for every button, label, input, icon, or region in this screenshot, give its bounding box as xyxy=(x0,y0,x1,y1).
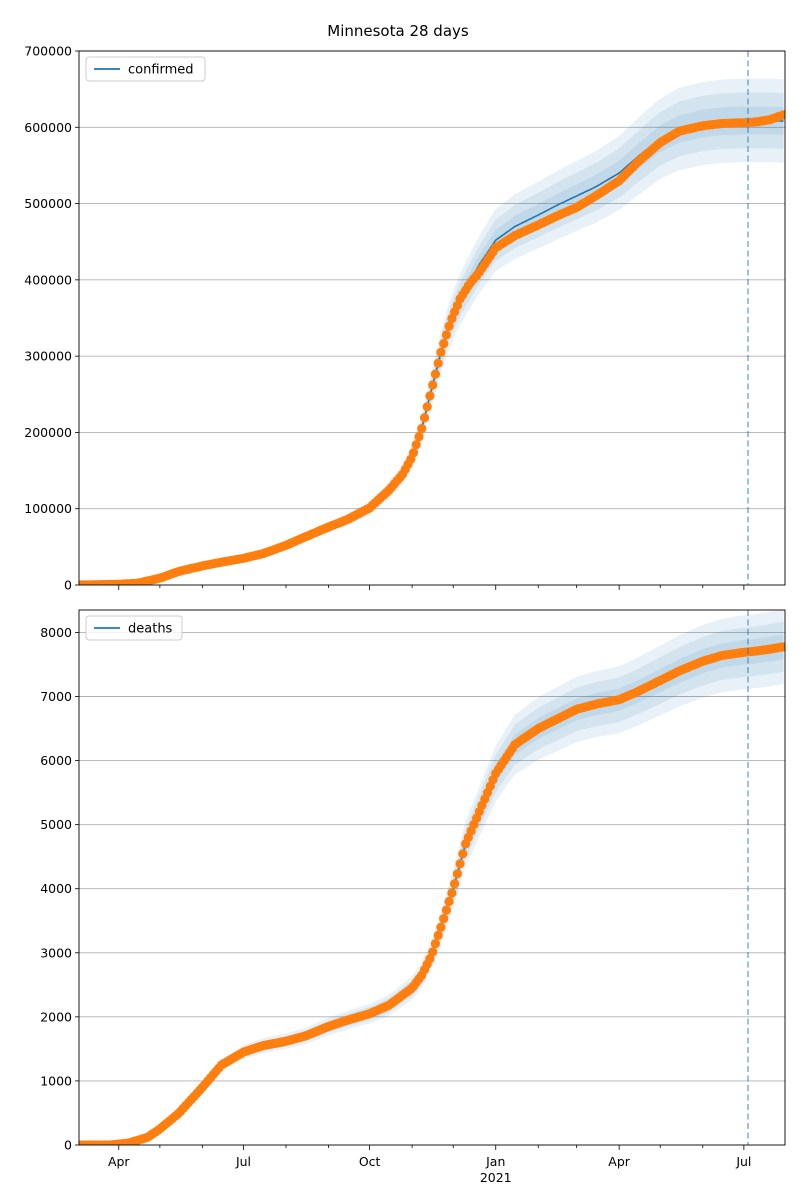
x-tick-label: Oct xyxy=(359,1154,381,1169)
x-tick-label: Apr xyxy=(608,1154,630,1169)
y-tick-label: 0 xyxy=(64,578,72,593)
observed-point xyxy=(417,424,427,434)
uncertainty-band-3 xyxy=(79,106,784,585)
model-line xyxy=(79,119,784,585)
observed-point xyxy=(439,339,449,349)
observed-point xyxy=(441,330,451,340)
y-tick-label: 500000 xyxy=(24,196,72,211)
observed-point xyxy=(450,879,460,889)
uncertainty-band-1 xyxy=(79,78,784,585)
plot-frame xyxy=(78,609,786,1146)
model-line xyxy=(79,646,784,1145)
observed-point xyxy=(419,413,430,423)
confirmed-panel: 0 100000 200000 300000 400000 500000 600000 700… xyxy=(24,44,786,593)
observed-point xyxy=(444,896,454,907)
x-tick-year-label: 2021 xyxy=(480,1170,512,1185)
y-tick-label: 600000 xyxy=(24,120,72,135)
plot-area xyxy=(79,78,785,585)
observed-point xyxy=(414,432,424,442)
y-tick-label: 2000 xyxy=(40,1009,72,1024)
observed-point xyxy=(411,440,421,450)
x-tick-label: Jul xyxy=(735,1154,751,1169)
uncertainty-band-2 xyxy=(79,92,784,585)
observed-point xyxy=(425,391,435,401)
observed-point xyxy=(455,859,465,869)
plot-frame xyxy=(78,50,786,586)
observed-point xyxy=(441,905,451,915)
legend-label: deaths xyxy=(128,622,173,637)
observed-point xyxy=(422,402,432,412)
y-tick-label: 0 xyxy=(64,1138,72,1153)
y-tick-label: 100000 xyxy=(24,501,72,516)
plot-area xyxy=(79,610,785,1145)
observed-point xyxy=(433,358,443,368)
observed-point xyxy=(452,869,462,879)
legend-box xyxy=(85,56,206,82)
observed-point xyxy=(447,888,457,898)
x-tick-label: Jul xyxy=(235,1154,251,1169)
observed-point xyxy=(428,947,438,957)
uncertainty-band-3 xyxy=(79,634,784,1145)
x-tick-label: Apr xyxy=(108,1154,130,1169)
observed-point xyxy=(439,914,449,924)
observed-point xyxy=(436,922,446,932)
y-tick-label: 1000 xyxy=(40,1073,72,1088)
y-tick-label: 700000 xyxy=(24,44,72,59)
legend-box xyxy=(85,615,183,641)
observed-point xyxy=(408,448,419,458)
y-tick-label: 4000 xyxy=(40,881,72,896)
observed-point xyxy=(444,321,454,331)
y-tick-label: 300000 xyxy=(24,349,72,364)
observed-point xyxy=(779,110,785,120)
y-tick-label: 7000 xyxy=(40,689,72,704)
y-tick-label: 400000 xyxy=(24,272,72,287)
observed-point xyxy=(430,939,440,949)
deaths-panel: 0 1000 2000 3000 4000 5000 6000 7000 8000 Apr Jul O… xyxy=(40,609,786,1185)
observed-point xyxy=(458,849,468,859)
uncertainty-band-2 xyxy=(79,621,784,1145)
uncertainty-band-1 xyxy=(79,610,784,1145)
y-tick-label: 5000 xyxy=(40,817,72,832)
chart-title: Minnesota 28 days xyxy=(327,22,469,40)
y-tick-label: 3000 xyxy=(40,945,72,960)
y-tick-label: 8000 xyxy=(40,625,72,640)
observed-points xyxy=(79,642,785,1145)
y-tick-label: 200000 xyxy=(24,425,72,440)
observed-points xyxy=(79,110,785,585)
observed-point xyxy=(430,369,440,379)
observed-point xyxy=(436,347,446,357)
observed-point xyxy=(428,380,438,390)
y-tick-label: 6000 xyxy=(40,753,72,768)
x-tick-label: Jan xyxy=(485,1154,505,1169)
observed-point xyxy=(433,930,443,941)
legend-label: confirmed xyxy=(128,63,194,78)
observed-point xyxy=(779,642,785,652)
